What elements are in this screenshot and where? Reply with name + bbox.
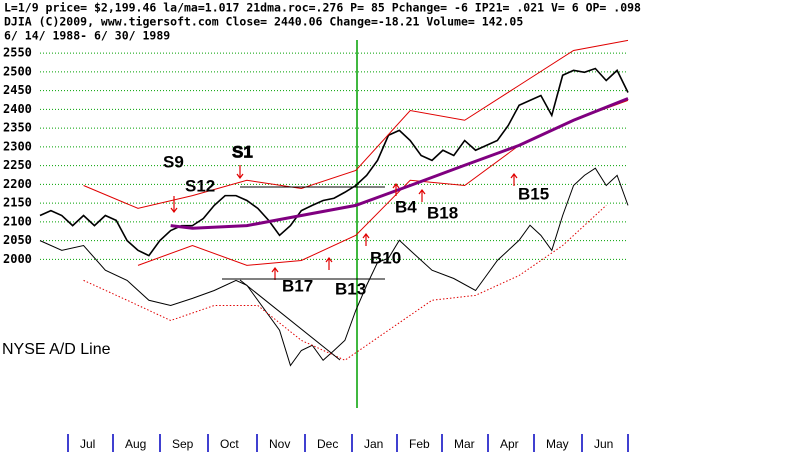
y-tick-label: 2350	[3, 121, 32, 135]
series-line	[39, 167, 629, 367]
x-tick-label: May	[546, 437, 569, 451]
header-line: DJIA (C)2009, www.tigersoft.com Close= 2…	[4, 15, 523, 29]
y-tick-label: 2550	[3, 46, 32, 60]
annotation: S1	[232, 142, 253, 161]
annotation: S9	[163, 152, 184, 171]
signal-arrow-head	[510, 173, 518, 179]
series-line	[170, 97, 629, 230]
signal-arrow-head	[170, 207, 178, 213]
signal-arrow-head	[392, 183, 400, 189]
x-tick-label: Aug	[125, 437, 146, 451]
y-tick-label: 2050	[3, 233, 32, 247]
y-tick-label: 2450	[3, 83, 32, 97]
annotation: S12	[185, 176, 215, 195]
y-tick-label: 2500	[3, 64, 32, 78]
x-tick-label: Sep	[172, 437, 194, 451]
y-tick-label: 2200	[3, 177, 32, 191]
x-tick-label: Jun	[594, 437, 613, 451]
x-tick-label: Feb	[409, 437, 430, 451]
annotation: B10	[370, 248, 401, 267]
y-tick-label: 2400	[3, 102, 32, 116]
annotation: B4	[395, 197, 417, 216]
y-tick-label: 2300	[3, 139, 32, 153]
x-tick-label: Oct	[220, 437, 239, 451]
signal-arrow-head	[236, 173, 244, 179]
trend-line	[239, 279, 341, 361]
signal-arrow-head	[271, 267, 279, 273]
header-line: 6/ 14/ 1988- 6/ 30/ 1989	[4, 29, 170, 43]
x-tick-label: Jul	[80, 437, 95, 451]
series-line	[83, 205, 607, 361]
annotation: B18	[427, 203, 458, 222]
annotation: B17	[282, 276, 313, 295]
annotation: B15	[518, 184, 549, 203]
header-line: L=1/9 price= $2,199.46 la/ma=1.017 21dma…	[4, 1, 641, 15]
signal-arrow-head	[325, 257, 333, 263]
signal-arrow-head	[418, 189, 426, 195]
x-tick-label: Apr	[500, 437, 519, 451]
y-tick-label: 2000	[3, 252, 32, 266]
x-tick-label: Mar	[454, 437, 475, 451]
x-tick-label: Nov	[269, 437, 290, 451]
series-line	[39, 67, 629, 257]
annotation: B13	[335, 279, 366, 298]
x-tick-label: Dec	[317, 437, 338, 451]
x-tick-label: Jan	[364, 437, 383, 451]
y-tick-label: 2250	[3, 158, 32, 172]
annotation: NYSE A/D Line	[2, 341, 111, 358]
y-tick-label: 2100	[3, 214, 32, 228]
signal-arrow-head	[362, 233, 370, 239]
y-tick-label: 2150	[3, 196, 32, 210]
